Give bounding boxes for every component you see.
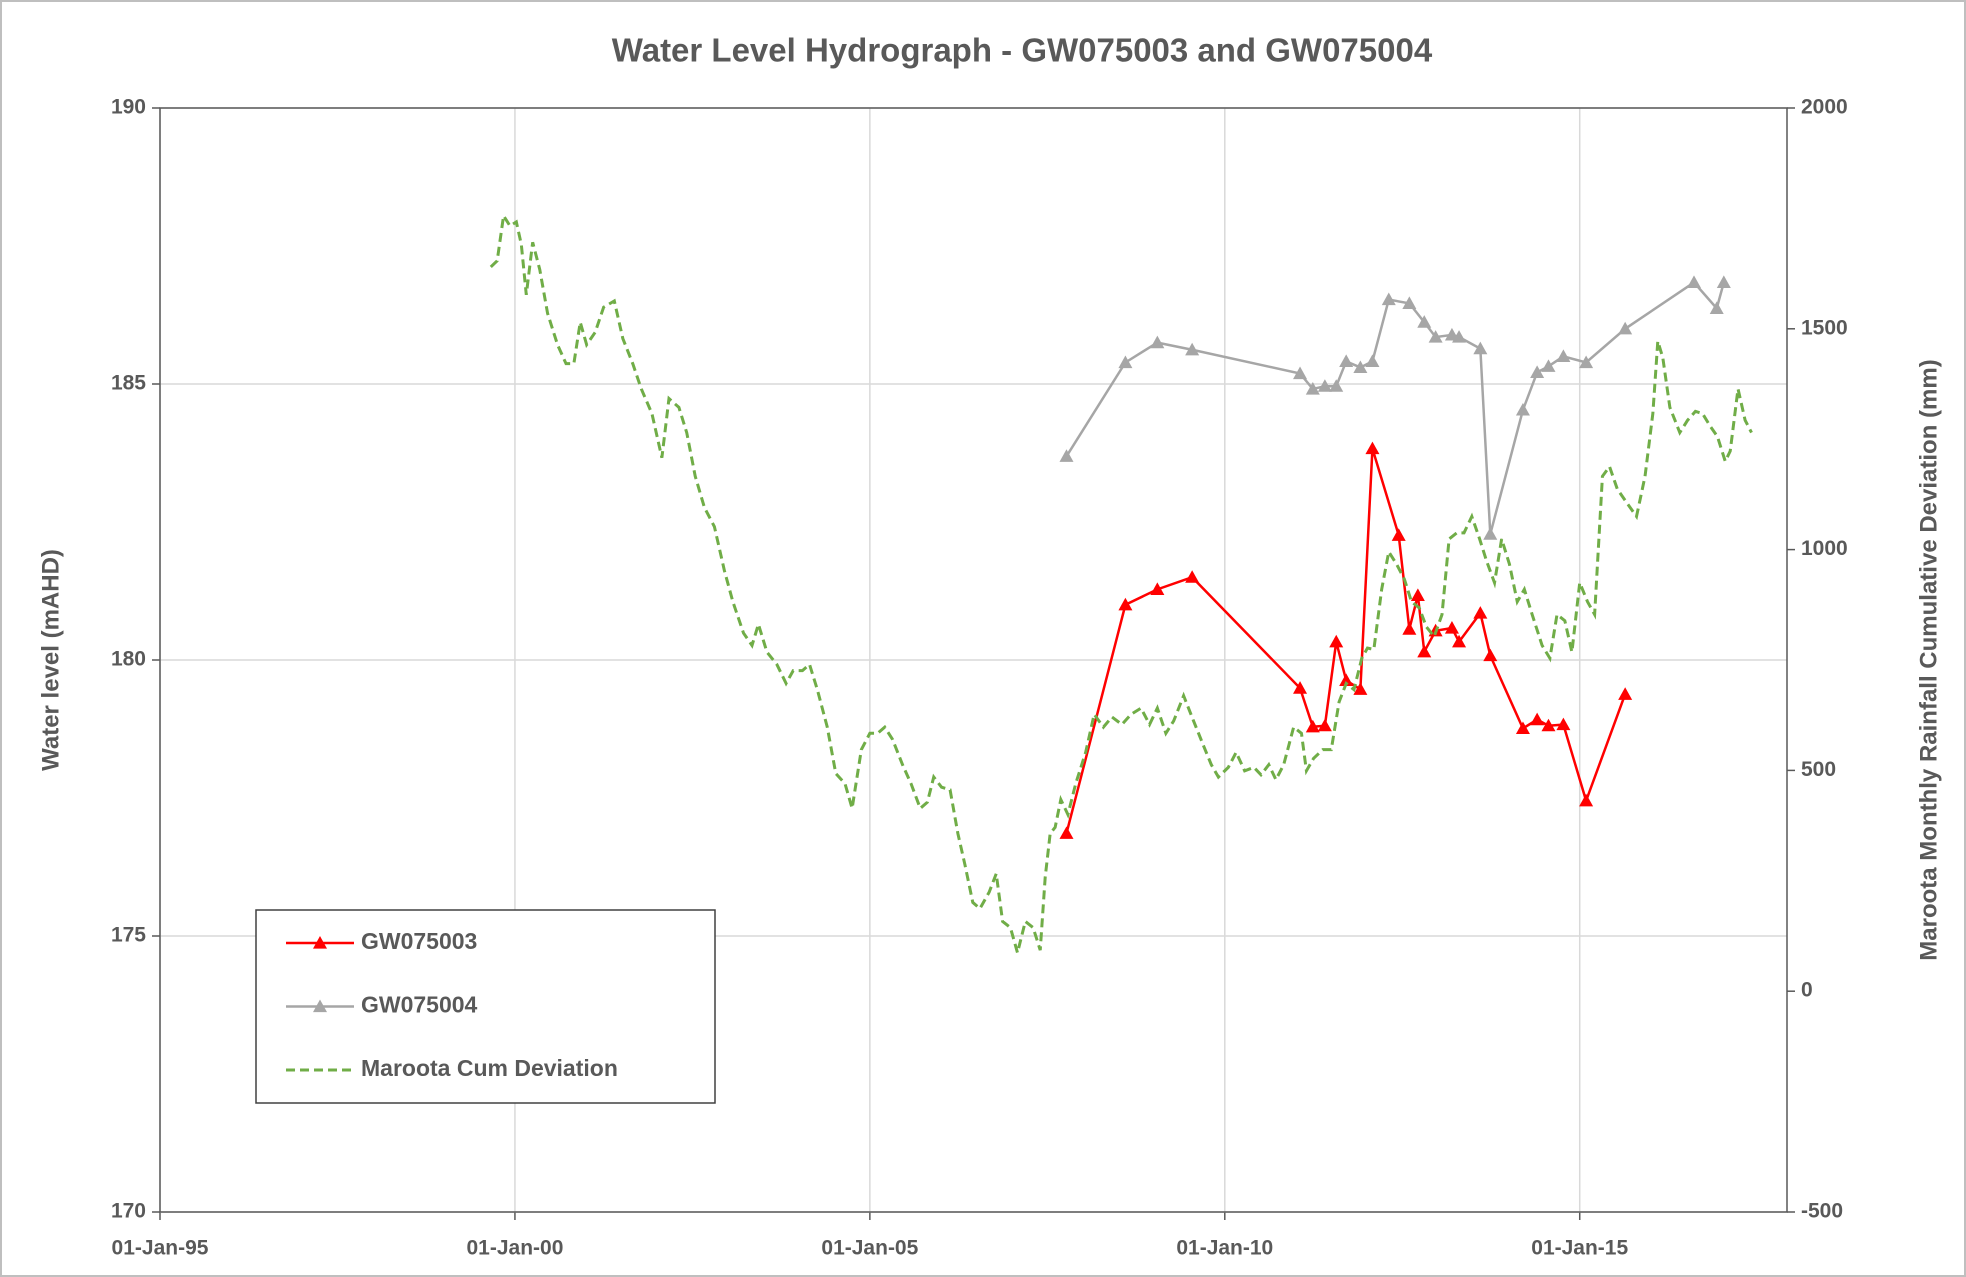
y2-tick-label: 500 [1801,758,1836,781]
chart-title: Water Level Hydrograph - GW075003 and GW… [612,32,1433,69]
data-point [1402,622,1417,635]
y-axis-label: Water level (mAHD) [37,549,64,771]
data-point [1293,366,1308,380]
data-point [1530,712,1545,726]
series-line [1065,280,1726,535]
data-point [1353,682,1368,695]
data-point [1483,527,1498,540]
data-point [1365,441,1380,455]
data-point [1317,718,1332,732]
data-point [1353,360,1368,374]
data-point [1618,687,1633,700]
data-point [1473,341,1488,355]
data-point [1444,620,1459,634]
plot-area-border [159,107,1788,1213]
data-point [1687,275,1702,289]
y-tick-label: 185 [111,372,146,395]
data-point [1579,355,1594,369]
data-point [1428,330,1443,343]
data-point [1381,292,1396,306]
data-point [1410,588,1425,602]
legend-label: Maroota Cum Deviation [361,1055,618,1081]
y-tick-label: 170 [111,1200,146,1223]
data-point [1515,402,1530,416]
data-point [1150,335,1165,349]
data-point [1118,355,1133,369]
data-point [1716,275,1731,289]
x-tick-label: 01-Jan-10 [1176,1237,1273,1260]
y2-tick-label: 1500 [1801,316,1848,339]
data-point [1473,606,1488,619]
y2-axis-label: Maroota Monthly Rainfall Cumulative Devi… [1915,359,1942,960]
data-point [1305,719,1320,733]
data-point [1329,634,1344,648]
data-point [1709,301,1724,314]
legend-marker [313,999,327,1013]
data-point [1329,379,1344,392]
data-point [1059,449,1074,462]
y-tick-label: 180 [111,648,146,671]
data-point [1150,582,1165,595]
data-point [1391,528,1406,541]
data-point [1618,321,1633,335]
x-tick-label: 01-Jan-05 [821,1237,918,1260]
y-tick-label: 175 [111,924,146,947]
legend-label: GW075003 [361,928,477,954]
data-point [1417,315,1432,328]
series-line [489,211,1753,959]
data-point [1293,681,1308,694]
y2-tick-label: 2000 [1801,96,1848,119]
data-point [1185,342,1200,356]
x-tick-label: 01-Jan-15 [1531,1237,1628,1260]
data-point [1118,597,1133,611]
data-point [1515,721,1530,735]
data-point [1530,365,1545,379]
data-point [1339,673,1354,687]
legend-marker [313,936,327,949]
data-point [1417,644,1432,658]
data-point [1452,330,1467,343]
data-point [1185,570,1200,583]
data-point [1556,349,1571,362]
data-point [1059,826,1074,839]
y2-tick-label: -500 [1801,1200,1843,1223]
x-tick-label: 01-Jan-00 [466,1237,563,1260]
data-point [1556,717,1571,731]
data-point [1305,381,1320,395]
data-point [1402,296,1417,310]
data-point [1317,379,1332,392]
data-point [1541,718,1556,732]
x-tick-label: 01-Jan-95 [112,1237,209,1260]
legend-label: GW075004 [361,992,478,1018]
data-point [1339,354,1354,367]
y2-tick-label: 0 [1801,979,1813,1002]
y-tick-label: 190 [111,96,146,119]
data-point [1541,359,1556,372]
data-point [1452,634,1467,648]
data-point [1579,793,1594,807]
y2-tick-label: 1000 [1801,537,1848,560]
data-point [1365,354,1380,367]
data-point [1483,648,1498,662]
